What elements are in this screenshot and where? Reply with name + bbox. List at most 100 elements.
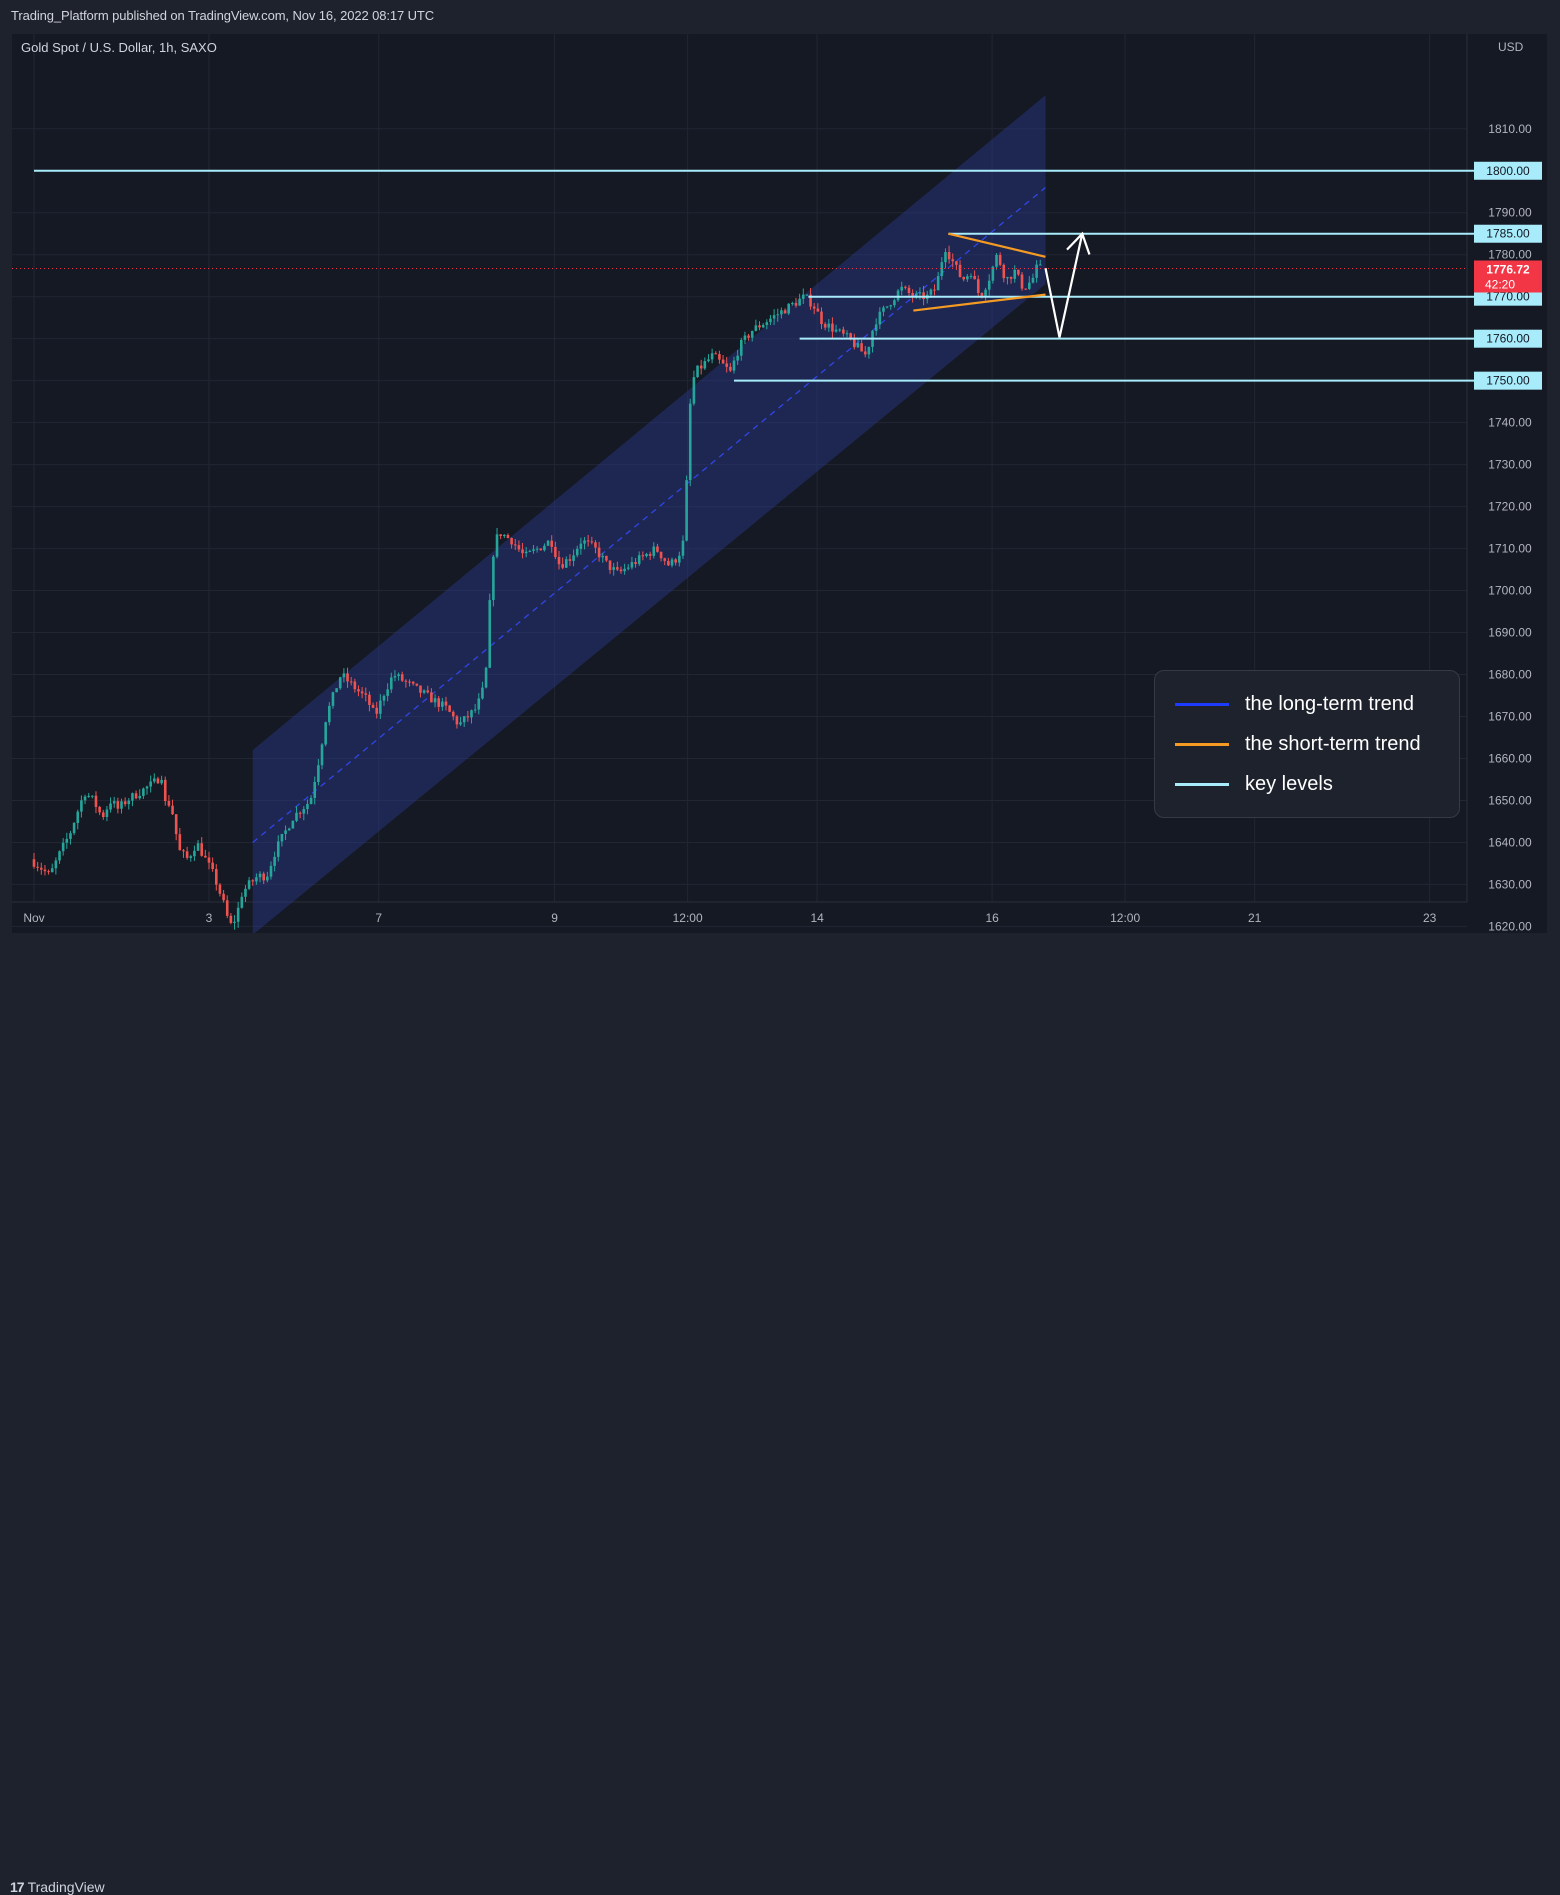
candle-body: [244, 888, 247, 897]
candle-body: [991, 266, 995, 281]
candle-body: [761, 324, 765, 328]
candle-body: [725, 363, 729, 367]
candle-body: [455, 716, 459, 725]
candle-body: [572, 555, 575, 561]
price-tick-label: 1710.00: [1488, 542, 1532, 556]
candle-body: [342, 673, 346, 678]
candle-body: [765, 322, 769, 325]
candle-body: [229, 915, 233, 923]
candle-body: [36, 866, 39, 868]
candle-body: [955, 261, 958, 265]
key-level-badge: [1474, 371, 1542, 390]
candle-body: [204, 855, 207, 858]
key-level-badge: [1474, 329, 1542, 348]
candle-body: [710, 353, 714, 360]
candle-body: [313, 781, 317, 798]
tradingview-logo[interactable]: 17 TradingView: [10, 1879, 105, 1895]
candle-body: [904, 286, 907, 288]
candle-body: [995, 254, 998, 267]
candle-body: [918, 292, 922, 294]
chart-frame[interactable]: 1620.00 1630.00 1640.00 1650.00 1660.00 1670.…: [12, 34, 1547, 933]
key-level-badge: [1474, 161, 1542, 180]
candle-body: [65, 838, 69, 843]
tradingview-brand: TradingView: [27, 1879, 105, 1895]
legend-item-short-term: the short-term trend: [1175, 733, 1421, 756]
candle-body: [397, 674, 400, 676]
candle-body: [32, 859, 36, 867]
candle-body: [1002, 264, 1006, 279]
candle-body: [714, 353, 718, 355]
candle-body: [579, 543, 583, 549]
candle-body: [550, 540, 554, 547]
candle-body: [127, 800, 131, 805]
candle-body: [794, 303, 798, 306]
candle-body: [823, 324, 827, 328]
candle-body: [98, 806, 101, 813]
candle-body: [295, 812, 298, 821]
short-term-trend-lower: [913, 293, 1046, 312]
candle-body: [827, 323, 831, 328]
candle-body: [492, 556, 495, 601]
candle-body: [878, 311, 882, 325]
time-tick-label: 21: [1248, 911, 1262, 925]
candle-body: [652, 546, 656, 556]
candle-body: [1031, 277, 1035, 283]
candle-body: [809, 294, 812, 307]
candle-body: [612, 567, 615, 570]
candle-body: [503, 534, 506, 536]
candle-body: [72, 822, 76, 834]
candle-body: [101, 812, 105, 818]
candle-body: [816, 308, 820, 312]
price-tick-label: 1790.00: [1488, 206, 1532, 220]
time-tick-label: 23: [1423, 911, 1437, 925]
candle-body: [976, 279, 980, 294]
candle-body: [951, 259, 955, 262]
legend-item-key-levels: key levels: [1175, 773, 1333, 796]
price-tick-label: 1680.00: [1488, 668, 1532, 682]
candle-body: [386, 689, 389, 696]
candle-body: [287, 828, 291, 831]
candle-body: [528, 550, 532, 552]
candle-body: [637, 555, 641, 564]
candle-body: [273, 856, 276, 866]
candle-body: [61, 842, 65, 852]
candle-body: [131, 793, 134, 801]
candle-body: [743, 335, 747, 340]
candle-body: [718, 354, 721, 360]
candle-body: [120, 801, 123, 809]
candle-body: [193, 850, 196, 857]
candle-body: [462, 716, 466, 723]
candle-body: [845, 333, 849, 335]
candle-body: [153, 778, 156, 782]
candle-body: [389, 677, 393, 690]
price-tick-label: 1670.00: [1488, 710, 1532, 724]
candle-body: [947, 252, 951, 260]
candle-body: [521, 549, 524, 554]
candle-body: [1028, 282, 1031, 289]
candle-body: [189, 856, 193, 858]
candle-body: [404, 680, 408, 682]
candle-body: [776, 314, 780, 316]
candle-body: [798, 298, 801, 306]
candle-body: [302, 809, 306, 814]
candle-body: [196, 843, 200, 851]
candle-body: [517, 545, 521, 550]
candle-body: [58, 851, 61, 861]
price-tick-label: 1810.00: [1488, 122, 1532, 136]
candle-body: [889, 305, 893, 307]
time-tick-label: 14: [810, 911, 824, 925]
publish-bar: Trading_Platform published on TradingVie…: [0, 0, 1560, 34]
candle-body: [801, 294, 805, 299]
candle-body: [488, 600, 492, 668]
candle-body: [320, 744, 324, 766]
candle-body: [783, 310, 787, 314]
candle-body: [554, 546, 557, 557]
candle-body: [134, 793, 138, 799]
time-tick-label: Nov: [23, 911, 44, 925]
candle-body: [1024, 288, 1027, 290]
candle-body: [656, 546, 659, 552]
candle-body: [630, 562, 634, 568]
candle-body: [160, 779, 163, 784]
candle-body: [772, 315, 776, 319]
candle-body: [812, 306, 816, 309]
